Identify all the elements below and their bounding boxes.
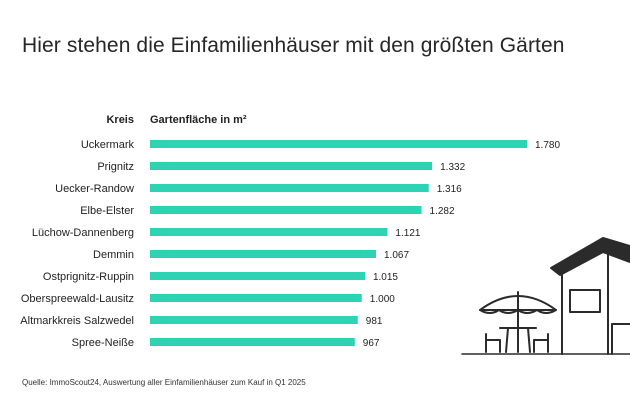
category-label: Ostprignitz-Ruppin — [43, 271, 134, 283]
value-label: 1.121 — [395, 228, 420, 239]
bar — [150, 338, 355, 346]
category-label: Demmin — [93, 249, 134, 261]
value-label: 1.282 — [430, 206, 455, 217]
garden-table-icon — [499, 327, 537, 353]
column-header-kreis: Kreis — [106, 114, 134, 126]
source-note: Quelle: ImmoScout24, Auswertung aller Ei… — [22, 378, 306, 387]
value-label: 1.000 — [370, 294, 395, 305]
value-label: 981 — [366, 316, 383, 327]
bar — [150, 184, 429, 192]
bar — [150, 162, 433, 170]
house-wall-icon — [561, 251, 609, 355]
value-label: 1.015 — [373, 272, 398, 283]
value-label: 1.332 — [440, 162, 465, 173]
category-label: Uecker-Randow — [55, 183, 134, 195]
column-header-gartenflaeche: Gartenfläche in m² — [150, 114, 247, 126]
bar — [150, 228, 388, 236]
bar — [150, 206, 422, 214]
category-label: Altmarkkreis Salzwedel — [20, 315, 134, 327]
category-label: Uckermark — [81, 139, 135, 151]
category-label: Spree-Neiße — [72, 337, 134, 349]
bar — [150, 316, 358, 324]
house-door-icon — [611, 323, 630, 355]
bar — [150, 272, 365, 280]
chart-title: Hier stehen die Einfamilienhäuser mit de… — [22, 34, 565, 57]
value-label: 1.067 — [384, 250, 409, 261]
house-roof-icon — [550, 237, 630, 276]
bar — [150, 294, 362, 302]
value-label: 1.316 — [437, 184, 462, 195]
category-label: Prignitz — [97, 161, 134, 173]
house-window-icon — [569, 289, 601, 313]
value-label: 967 — [363, 338, 380, 349]
bar — [150, 250, 376, 258]
category-label: Oberspreewald-Lausitz — [21, 293, 134, 305]
value-label: 1.780 — [535, 140, 560, 151]
garden-chair-icon — [485, 333, 501, 353]
bar — [150, 140, 527, 148]
category-label: Lüchow-Dannenberg — [32, 227, 134, 239]
category-label: Elbe-Elster — [80, 205, 134, 217]
